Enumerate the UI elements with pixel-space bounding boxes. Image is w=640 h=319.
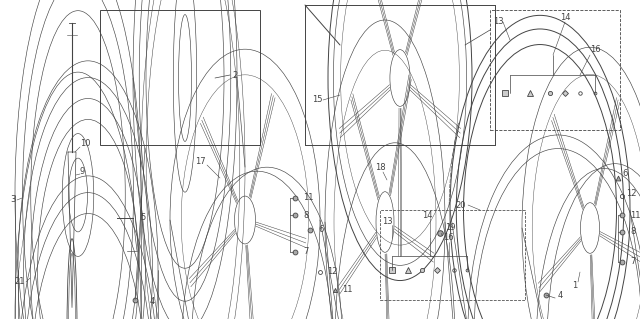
Bar [490, 10, 620, 130]
Text: 14: 14 [422, 211, 433, 219]
Text: 16: 16 [590, 46, 600, 55]
Text: 5: 5 [140, 213, 145, 222]
Text: 4: 4 [150, 298, 156, 307]
Text: 9: 9 [80, 167, 85, 176]
Text: 16: 16 [443, 234, 454, 242]
Text: 6: 6 [622, 169, 627, 179]
Text: 11: 11 [342, 286, 353, 294]
Text: 11: 11 [303, 194, 314, 203]
Text: 3: 3 [10, 196, 15, 204]
Text: 2: 2 [232, 70, 237, 79]
Text: 6: 6 [318, 226, 323, 234]
Text: 7: 7 [303, 248, 308, 256]
Text: 15: 15 [312, 95, 323, 105]
Text: 12: 12 [327, 268, 337, 277]
Text: 8: 8 [303, 211, 308, 219]
Text: 11: 11 [630, 211, 640, 219]
Text: 21: 21 [14, 278, 24, 286]
Text: 7: 7 [630, 257, 636, 266]
Text: 13: 13 [493, 18, 504, 26]
Text: 1: 1 [572, 280, 577, 290]
Text: 8: 8 [630, 227, 636, 236]
Bar [100, 10, 260, 145]
Text: 17: 17 [195, 158, 205, 167]
Text: 19: 19 [445, 224, 456, 233]
Text: 18: 18 [375, 164, 386, 173]
Text: 4: 4 [558, 292, 563, 300]
Text: 12: 12 [626, 189, 637, 198]
Bar [380, 210, 525, 300]
Text: 14: 14 [560, 13, 570, 23]
Text: 20: 20 [455, 201, 465, 210]
Text: 10: 10 [80, 138, 90, 147]
Text: 13: 13 [382, 218, 392, 226]
